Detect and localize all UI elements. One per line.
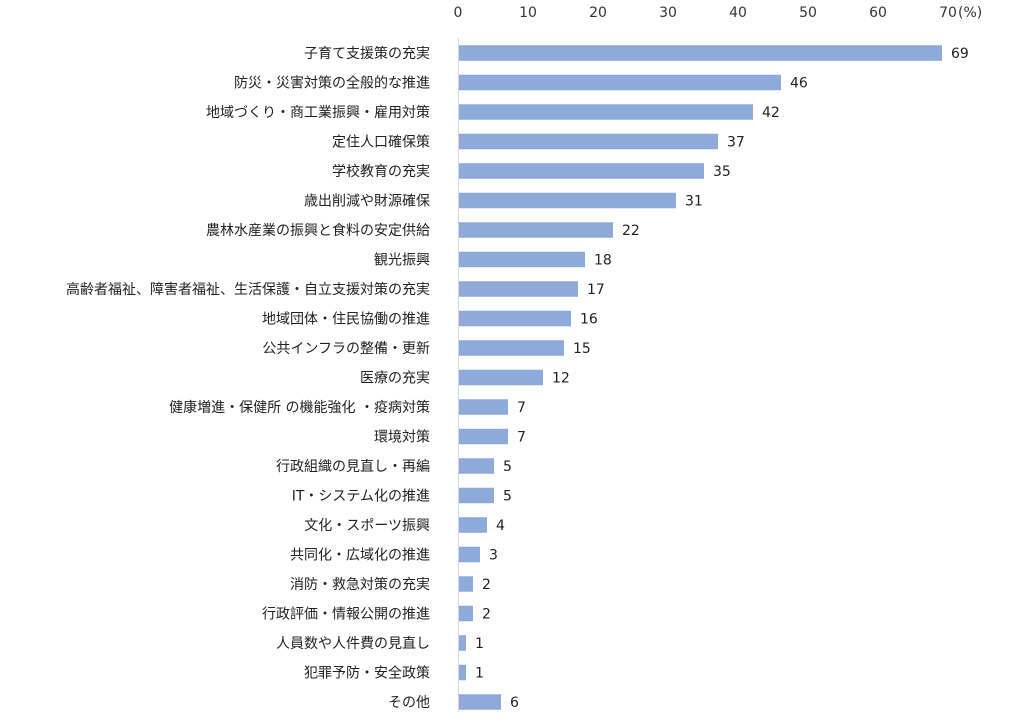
- data-label: 31: [685, 194, 703, 210]
- bar: [459, 133, 718, 150]
- category-label: 環境対策: [374, 429, 430, 446]
- category-label: 人員数や人件費の見直し: [276, 635, 430, 652]
- data-label: 12: [552, 371, 570, 387]
- x-tick-label: 50: [799, 5, 817, 21]
- category-label: 地域団体・住民協働の推進: [262, 312, 430, 328]
- bar: [459, 163, 704, 179]
- data-label: 22: [622, 223, 640, 239]
- data-label: 46: [790, 76, 808, 92]
- data-label: 4: [496, 518, 505, 534]
- data-label: 35: [713, 164, 731, 180]
- data-label: 2: [482, 607, 491, 623]
- category-label: 子育て支援策の充実: [304, 45, 430, 62]
- data-label: 37: [727, 135, 745, 151]
- category-label: 公共インフラの整備・更新: [262, 341, 430, 357]
- bar: [459, 428, 508, 445]
- bar: [459, 104, 753, 120]
- bar: [459, 192, 676, 209]
- bar: [459, 74, 781, 91]
- category-label: 農林水産業の振興と食料の安定供給: [206, 222, 430, 239]
- data-label: 3: [489, 548, 498, 564]
- bar: [459, 310, 571, 327]
- bar: [459, 664, 466, 681]
- data-label: 18: [594, 253, 612, 269]
- category-label: IT・システム化の推進: [292, 489, 430, 505]
- x-tick-label: 10: [519, 5, 537, 21]
- category-label: 歳出削減や財源確保: [304, 193, 430, 210]
- category-label: 地域づくり・商工業振興・雇用対策: [206, 104, 430, 121]
- bar: [459, 222, 613, 238]
- category-label: 犯罪予防・安全政策: [304, 665, 430, 682]
- x-tick-label: 30: [659, 5, 677, 21]
- bar: [459, 546, 480, 563]
- x-tick-label: 20: [589, 5, 607, 21]
- category-label: 医療の充実: [360, 370, 430, 387]
- category-label: 学校教育の充実: [332, 163, 430, 180]
- data-label: 7: [517, 400, 526, 416]
- data-label: 69: [951, 46, 969, 62]
- x-tick-label: 60: [869, 5, 887, 21]
- bar: [459, 517, 487, 533]
- bar: [459, 635, 466, 651]
- bar: [459, 281, 578, 297]
- data-label: 5: [503, 489, 512, 505]
- bar: [459, 45, 942, 61]
- bar: [459, 369, 543, 386]
- unit-label: (%): [958, 5, 982, 21]
- category-label: 行政組織の見直し・再編: [276, 458, 430, 475]
- data-label: 5: [503, 459, 512, 475]
- category-label: 消防・救急対策の充実: [290, 576, 430, 593]
- x-tick-label: 70: [939, 5, 957, 21]
- data-label: 7: [517, 430, 526, 446]
- category-label: その他: [388, 695, 430, 711]
- bar: [459, 694, 501, 710]
- data-label: 15: [573, 341, 591, 357]
- data-label: 42: [762, 105, 780, 121]
- data-label: 6: [510, 695, 519, 711]
- bar: [459, 399, 508, 415]
- category-label: 共同化・広域化の推進: [290, 548, 430, 564]
- bar: [459, 487, 494, 504]
- category-label: 行政評価・情報公開の推進: [262, 607, 430, 623]
- category-label: 文化・スポーツ振興: [304, 518, 430, 534]
- category-label: 防災・災害対策の全般的な推進: [234, 75, 430, 92]
- category-label: 観光振興: [374, 252, 430, 269]
- x-tick-label: 40: [729, 5, 747, 21]
- data-label: 16: [580, 312, 598, 328]
- bar: [459, 340, 564, 356]
- data-label: 1: [475, 636, 484, 652]
- x-tick-label: 0: [454, 5, 463, 21]
- bar: [459, 605, 473, 622]
- category-label: 健康増進・保健所 の機能強化 ・疫病対策: [169, 399, 430, 416]
- data-label: 1: [475, 666, 484, 682]
- bar: [459, 576, 473, 592]
- data-label: 2: [482, 577, 491, 593]
- category-label: 高齢者福祉、障害者福祉、生活保護・自立支援対策の充実: [66, 281, 430, 298]
- bar: [459, 251, 585, 268]
- data-label: 17: [587, 282, 605, 298]
- bar: [459, 458, 494, 474]
- category-label: 定住人口確保策: [332, 134, 430, 151]
